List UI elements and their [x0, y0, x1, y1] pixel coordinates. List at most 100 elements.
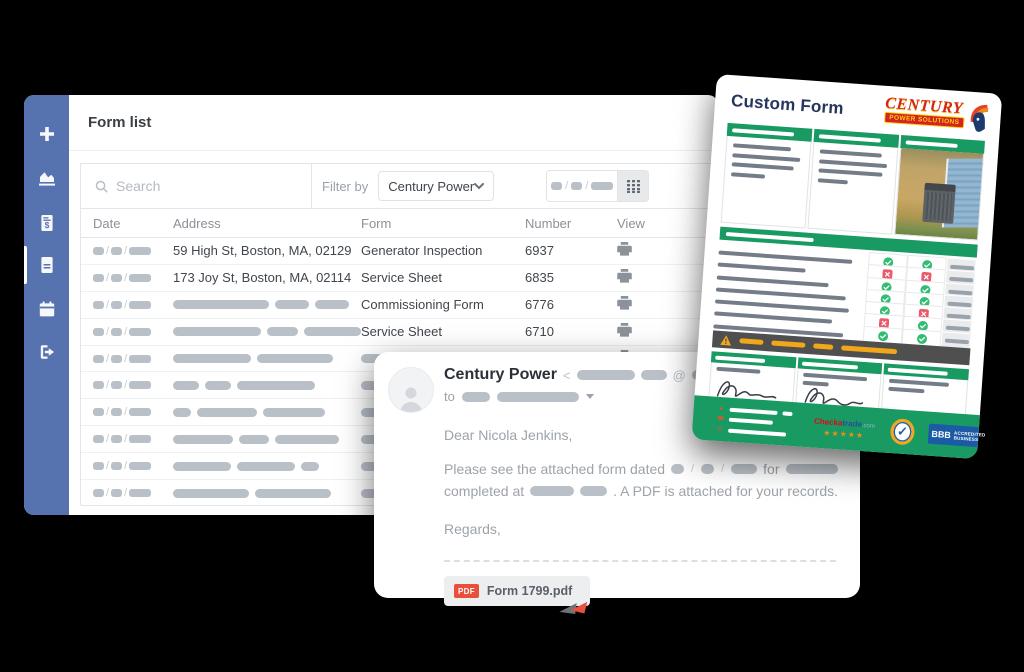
- filter-row: Search Filter by Century Power / /: [81, 164, 711, 209]
- cell-form: Service Sheet: [361, 270, 442, 286]
- sidebar: $: [24, 95, 69, 515]
- search-input[interactable]: Search: [81, 164, 312, 208]
- calendar-picker-button[interactable]: [617, 171, 649, 201]
- email-sender-name: Century Power: [444, 366, 557, 383]
- ac-unit: [922, 182, 956, 225]
- table-row[interactable]: //173 Joy St, Boston, MA, 02114 Service S…: [81, 265, 711, 292]
- cell-address: [173, 434, 361, 444]
- custom-form-title: Custom Form: [730, 91, 845, 118]
- custom-form-card: Custom Form CENTURY POWER SOLUTIONS: [691, 74, 1003, 460]
- file-invoice-dollar-icon: $: [40, 215, 53, 231]
- cell-date: / /: [93, 433, 173, 445]
- email-to-label: to: [444, 389, 455, 404]
- signature-box-1: [708, 351, 797, 410]
- table-row[interactable]: / / Service Sheet 6710: [81, 319, 711, 346]
- signature-box-2: [794, 357, 883, 416]
- attachment-chip[interactable]: PDF Form 1799.pdf: [444, 576, 590, 615]
- form-section-2: [807, 128, 900, 235]
- sidebar-item-add[interactable]: [24, 117, 69, 151]
- cell-address: [173, 461, 361, 471]
- avatar: [388, 367, 434, 413]
- cell-number: 6776: [525, 297, 554, 313]
- page-title: Form list: [88, 114, 152, 131]
- chevron-down-icon: [474, 182, 485, 189]
- warning-bar: [711, 330, 971, 366]
- col-view: View: [617, 215, 645, 231]
- table-row[interactable]: //59 High St, Boston, MA, 02129 Generator…: [81, 238, 711, 265]
- cell-address: [173, 327, 361, 337]
- sidebar-item-logout[interactable]: [24, 335, 69, 369]
- warning-triangle-icon: [720, 334, 732, 346]
- table-row[interactable]: / / Commissioning Form 6776: [81, 292, 711, 319]
- cell-date: / /: [93, 245, 173, 257]
- cell-form: Generator Inspection: [361, 243, 483, 259]
- attachment-filename: Form 1799.pdf: [486, 584, 573, 598]
- checklist-row: [713, 315, 972, 352]
- cell-address: [173, 300, 361, 310]
- cell-date: / /: [93, 299, 173, 311]
- client-filter-select[interactable]: Century Power: [378, 171, 495, 201]
- window-header: Form list: [69, 95, 718, 151]
- table-header: Date Address Form Number View: [81, 209, 711, 238]
- sidebar-item-forms[interactable]: [24, 248, 69, 282]
- cell-number: 6835: [525, 270, 554, 286]
- cell-address: [173, 380, 361, 390]
- search-placeholder: Search: [116, 178, 161, 194]
- email-content: Century Power < @ > to Dear Nicola Jenki…: [444, 366, 838, 615]
- col-form: Form: [361, 215, 392, 231]
- sidebar-item-reports[interactable]: [24, 161, 69, 195]
- cell-address: 59 High St, Boston, MA, 02129: [173, 243, 352, 259]
- cell-address: 173 Joy St, Boston, MA, 02114: [173, 270, 352, 286]
- cell-form: Service Sheet: [361, 324, 442, 340]
- signature-1: [716, 381, 777, 399]
- email-divider: [444, 560, 836, 562]
- chart-area-icon: [38, 172, 55, 186]
- cell-address: [173, 407, 361, 417]
- printer-icon[interactable]: [617, 323, 632, 337]
- checklist: [713, 242, 977, 352]
- calendar-icon: [39, 301, 54, 317]
- email-body-line2: completed at . A PDF is attached for you…: [444, 483, 838, 499]
- cell-view: [617, 242, 711, 259]
- caret-down-icon: [585, 394, 594, 399]
- pin-icon: ●: [719, 405, 724, 412]
- form-section-1: [720, 122, 813, 229]
- email-body-line1: Please see the attached form dated / / f…: [444, 460, 838, 478]
- form-photo-section: [894, 134, 985, 241]
- cell-date: / /: [93, 353, 173, 365]
- cell-date: / /: [93, 460, 173, 472]
- col-number: Number: [525, 215, 572, 231]
- printer-icon[interactable]: [617, 269, 632, 283]
- cell-address: [173, 488, 361, 498]
- sidebar-item-invoices[interactable]: $: [24, 206, 69, 240]
- contact-block: ● ☎ ✉: [716, 405, 793, 437]
- printer-icon[interactable]: [617, 242, 632, 257]
- cell-date: / /: [93, 406, 173, 418]
- signature-sections: [708, 351, 969, 422]
- email-card: Century Power < @ > to Dear Nicola Jenki…: [374, 352, 860, 615]
- cell-form: Commissioning Form: [361, 297, 484, 313]
- email-greeting: Dear Nicola Jenkins,: [444, 427, 573, 443]
- signature-2: [804, 387, 863, 406]
- email-to-line[interactable]: to: [444, 389, 838, 404]
- filter-by-label: Filter by: [322, 178, 369, 194]
- sidebar-item-schedule[interactable]: [24, 292, 69, 326]
- check-icon: [916, 333, 927, 344]
- check-icon: [877, 330, 888, 341]
- cell-date: / /: [93, 326, 173, 338]
- cell-date: / /: [93, 272, 173, 284]
- date-filter-group: / /: [546, 170, 650, 202]
- svg-text:$: $: [44, 220, 49, 230]
- cell-view: [617, 296, 711, 313]
- certification-seal: ✓: [889, 418, 916, 446]
- envelope-icon: ✉: [716, 426, 723, 433]
- cell-date: / /: [93, 379, 173, 391]
- phone-icon: ☎: [716, 415, 725, 423]
- email-signoff: Regards,: [444, 521, 501, 537]
- sidebar-active-indicator: [24, 246, 27, 284]
- date-filter-input[interactable]: / /: [547, 171, 618, 201]
- checkatrade-logo: Checkatrade.com ★★★★★: [813, 416, 876, 441]
- printer-icon[interactable]: [617, 296, 632, 310]
- site-photo: [894, 147, 985, 241]
